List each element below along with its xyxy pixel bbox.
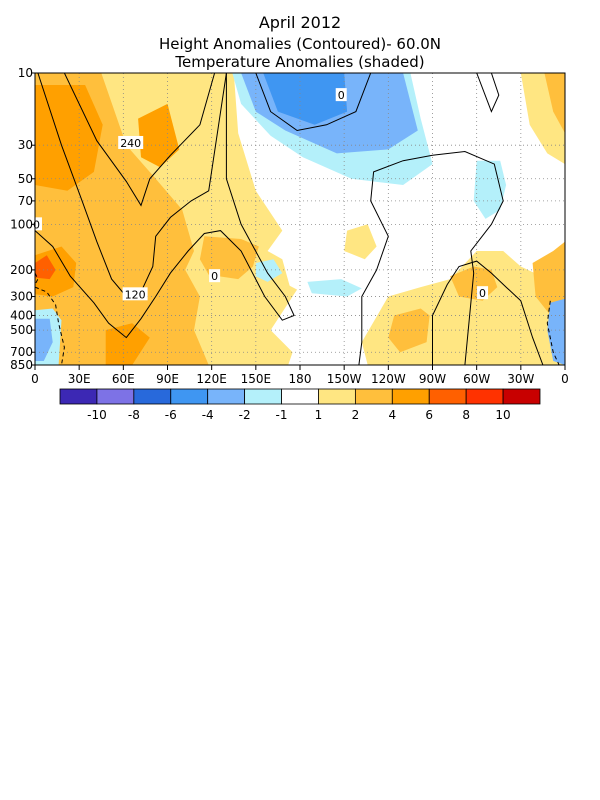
- colorbar-swatch: [281, 388, 319, 405]
- y-tick-label: 400: [10, 308, 33, 322]
- colorbar-label: 2: [352, 408, 360, 422]
- chart-title-block: April 2012 Height Anomalies (Contoured)-…: [159, 13, 441, 71]
- x-tick-label: 150E: [241, 372, 272, 386]
- x-tick-label: 120W: [371, 372, 406, 386]
- y-tick-label: 10: [18, 66, 33, 80]
- x-tick-label: 180: [289, 372, 312, 386]
- colorbar-swatch: [391, 388, 430, 405]
- temperature-anomaly-region: [138, 103, 180, 168]
- negative-height-contour: [35, 272, 39, 285]
- negative-height-contour: [546, 300, 560, 365]
- contour-label-background: [335, 88, 347, 102]
- colorbar-label: 6: [425, 408, 433, 422]
- x-tick-label: 30W: [507, 372, 534, 386]
- contour-label-background: [122, 287, 148, 301]
- contour-label: 0: [211, 270, 218, 283]
- temperature-anomaly-region: [532, 241, 565, 319]
- contour-label-background: [209, 269, 221, 283]
- colorbar-swatch: [354, 388, 393, 405]
- colorbar-label: 8: [462, 408, 470, 422]
- x-tick-label: 120E: [196, 372, 227, 386]
- temperature-anomaly-region: [35, 318, 53, 361]
- height-contour: [432, 260, 544, 365]
- contour-label: 120: [125, 288, 146, 301]
- colorbar-swatch: [59, 388, 98, 405]
- plot-area: 240 120 0 0 0 0: [30, 72, 566, 366]
- chart-subtitle-shading: Temperature Anomalies (shaded): [174, 53, 424, 71]
- y-tick-label: 70: [18, 194, 33, 208]
- temperature-anomaly-region: [105, 323, 150, 365]
- height-contour: [358, 150, 504, 365]
- x-tick-label: 0: [561, 372, 569, 386]
- colorbar-swatch: [207, 388, 246, 405]
- colorbar-label: -2: [239, 408, 251, 422]
- temperature-anomaly-region: [35, 85, 103, 191]
- chart-subtitle-contours: Height Anomalies (Contoured)- 60.0N: [159, 35, 441, 53]
- colorbar-label: -1: [276, 408, 288, 422]
- contour-label-background: [30, 217, 42, 231]
- colorbar: -10 -8 -6 -4 -2 -1 1 2 4 6 8 10: [59, 388, 541, 422]
- contour-label: 240: [120, 137, 141, 150]
- x-tick-label: 90W: [419, 372, 446, 386]
- colorbar-swatch: [96, 388, 135, 405]
- colorbar-label: 1: [315, 408, 323, 422]
- colorbar-swatch: [428, 388, 467, 405]
- colorbar-swatch: [133, 388, 172, 405]
- x-tick-label: 0: [31, 372, 39, 386]
- colorbar-label: -8: [128, 408, 140, 422]
- x-tick-label: 60W: [463, 372, 490, 386]
- colorbar-swatch: [502, 388, 541, 405]
- temperature-anomaly-region: [255, 259, 283, 282]
- height-anomaly-contours: [35, 73, 560, 365]
- temperature-anomaly-region: [388, 308, 430, 353]
- temperature-anomaly-region: [263, 73, 348, 125]
- negative-height-contour: [35, 286, 65, 365]
- temperature-anomaly-region: [344, 224, 377, 260]
- y-tick-label: 50: [18, 172, 33, 186]
- height-contour: [476, 73, 500, 113]
- y-tick-label: 100: [10, 217, 33, 231]
- colorbar-label: -4: [202, 408, 214, 422]
- temperature-anomaly-region: [544, 73, 565, 134]
- colorbar-swatch: [170, 388, 209, 405]
- colorbar-label: 10: [495, 408, 510, 422]
- y-tick-label: 500: [10, 323, 33, 337]
- contour-label: 0: [33, 218, 40, 231]
- chart-title: April 2012: [259, 13, 341, 32]
- contour-label-background: [118, 135, 144, 149]
- height-contour: [35, 73, 295, 339]
- y-tick-label: 30: [18, 138, 33, 152]
- y-tick-label: 700: [10, 345, 33, 359]
- colorbar-swatch: [465, 388, 504, 405]
- colorbar-label: -6: [165, 408, 177, 422]
- colorbar-swatch: [318, 388, 356, 405]
- temperature-anomaly-shading: [35, 73, 565, 365]
- contour-label-group: 240 120 0 0 0 0: [30, 88, 489, 301]
- x-tick-label: 90E: [156, 372, 179, 386]
- height-contour: [255, 73, 372, 132]
- x-tick-label: 30E: [68, 372, 91, 386]
- contour-label: 0: [338, 89, 345, 102]
- x-tick-label: 60E: [112, 372, 135, 386]
- colorbar-swatch: [244, 388, 282, 405]
- y-tick-label: 850: [10, 358, 33, 372]
- y-tick-label: 200: [10, 263, 33, 277]
- temperature-anomaly-region: [35, 255, 56, 280]
- colorbar-label: 4: [388, 408, 396, 422]
- temperature-anomaly-region: [307, 279, 362, 297]
- contour-label-background: [477, 286, 489, 300]
- colorbar-label: -10: [87, 408, 107, 422]
- temperature-anomaly-region: [199, 236, 259, 280]
- contour-label: 0: [479, 287, 486, 300]
- temperature-anomaly-region: [473, 160, 507, 219]
- y-tick-label: 300: [10, 290, 33, 304]
- height-contour: [63, 73, 216, 207]
- x-axis: 0 30E 60E 90E 120E 150E 180 150W 120W 90W 60W 30W 0: [31, 365, 569, 386]
- x-tick-label: 150W: [327, 372, 362, 386]
